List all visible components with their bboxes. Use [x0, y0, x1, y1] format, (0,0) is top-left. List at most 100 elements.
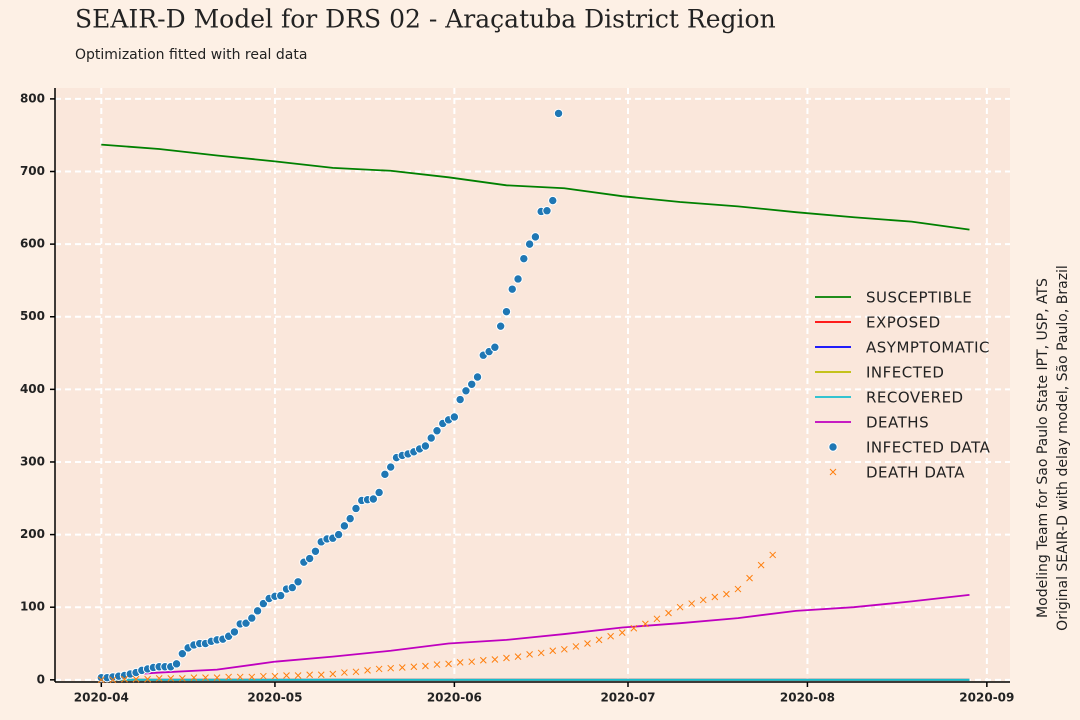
- x-tick-label: 2020-07: [600, 691, 655, 705]
- data-point: [495, 321, 506, 331]
- data-point: [542, 206, 552, 216]
- data-point: [351, 503, 361, 514]
- data-point: [304, 553, 315, 564]
- data-point: [455, 394, 465, 405]
- data-cross: [642, 620, 649, 628]
- y-tick-label: 500: [20, 309, 45, 323]
- data-cross: [155, 675, 163, 682]
- data-cross: [584, 640, 591, 647]
- data-point: [548, 195, 558, 206]
- data-cross: [711, 593, 719, 601]
- data-point: [553, 108, 564, 119]
- data-point: [472, 372, 483, 382]
- data-cross: [410, 663, 418, 671]
- data-cross: [676, 603, 684, 611]
- data-cross: [560, 645, 568, 653]
- data-cross: [364, 667, 371, 674]
- data-point: [241, 618, 251, 628]
- data-point: [229, 627, 240, 637]
- data-point: [432, 426, 442, 436]
- data-point: [252, 606, 263, 616]
- plot-area: [55, 88, 1010, 682]
- y-tick-label: 300: [20, 454, 45, 468]
- legend-label: RECOVERED: [866, 389, 964, 407]
- data-point: [519, 253, 529, 264]
- y-tick-label: 800: [20, 91, 45, 105]
- data-point: [171, 659, 182, 669]
- data-cross: [757, 561, 765, 569]
- data-point: [177, 648, 188, 659]
- data-cross: [526, 651, 533, 658]
- data-point: [287, 582, 298, 593]
- series-line: [101, 593, 970, 678]
- series-line: [101, 143, 970, 231]
- data-point: [461, 386, 471, 396]
- legend-label: EXPOSED: [866, 314, 941, 332]
- data-cross: [456, 659, 464, 666]
- data-cross: [341, 669, 348, 676]
- data-point: [247, 613, 257, 623]
- x-tick-label: 2020-09: [959, 691, 1014, 705]
- data-cross: [746, 574, 753, 582]
- data-cross: [572, 643, 580, 650]
- chart-title: SEAIR-D Model for DRS 02 - Araçatuba Dis…: [75, 5, 776, 34]
- data-point: [374, 487, 384, 498]
- y-tick-label: 600: [20, 237, 45, 251]
- data-cross: [549, 647, 557, 655]
- data-cross: [248, 673, 256, 681]
- data-cross: [503, 654, 510, 662]
- data-point: [380, 469, 390, 480]
- data-cross: [595, 636, 603, 644]
- data-point: [530, 232, 541, 242]
- data-point: [333, 529, 344, 540]
- data-cross: [479, 656, 487, 664]
- data-point: [420, 441, 431, 451]
- data-cross: [97, 676, 105, 684]
- data-point: [524, 239, 535, 249]
- data-point: [339, 521, 350, 531]
- data-cross: [723, 590, 730, 598]
- legend-swatch: [828, 442, 838, 452]
- data-point: [426, 433, 436, 443]
- data-point: [490, 342, 500, 352]
- data-cross: [514, 653, 522, 660]
- x-tick-label: 2020-05: [247, 691, 302, 705]
- data-cross: [422, 662, 429, 670]
- data-cross: [213, 674, 221, 681]
- data-cross: [653, 615, 661, 623]
- data-cross: [236, 673, 244, 681]
- data-cross: [109, 676, 117, 684]
- data-cross: [294, 672, 302, 679]
- data-cross: [618, 629, 626, 636]
- x-tick-label: 2020-08: [780, 691, 835, 705]
- data-cross: [665, 609, 672, 617]
- legend-label: INFECTED DATA: [866, 439, 991, 457]
- data-cross: [699, 596, 707, 604]
- data-cross: [468, 658, 476, 666]
- legend-label: ASYMPTOMATIC: [866, 339, 990, 357]
- data-cross: [734, 585, 742, 593]
- data-cross: [225, 673, 232, 681]
- data-cross: [769, 551, 777, 559]
- data-point: [368, 494, 379, 504]
- data-cross: [271, 672, 279, 680]
- data-cross: [329, 670, 337, 678]
- data-cross: [317, 671, 325, 679]
- data-point: [276, 590, 286, 601]
- data-cross: [375, 665, 383, 673]
- data-cross: [132, 675, 140, 683]
- data-cross: [190, 674, 198, 681]
- data-cross: [121, 675, 128, 683]
- y-tick-label: 0: [37, 672, 45, 686]
- data-cross: [387, 664, 395, 672]
- data-point: [507, 284, 517, 294]
- data-point: [293, 577, 303, 587]
- data-point: [345, 513, 355, 524]
- data-cross: [491, 656, 499, 663]
- data-point: [467, 379, 477, 389]
- data-cross: [433, 661, 441, 668]
- data-point: [385, 462, 396, 472]
- data-cross: [167, 675, 175, 682]
- data-cross: [630, 624, 638, 632]
- data-cross: [260, 672, 267, 680]
